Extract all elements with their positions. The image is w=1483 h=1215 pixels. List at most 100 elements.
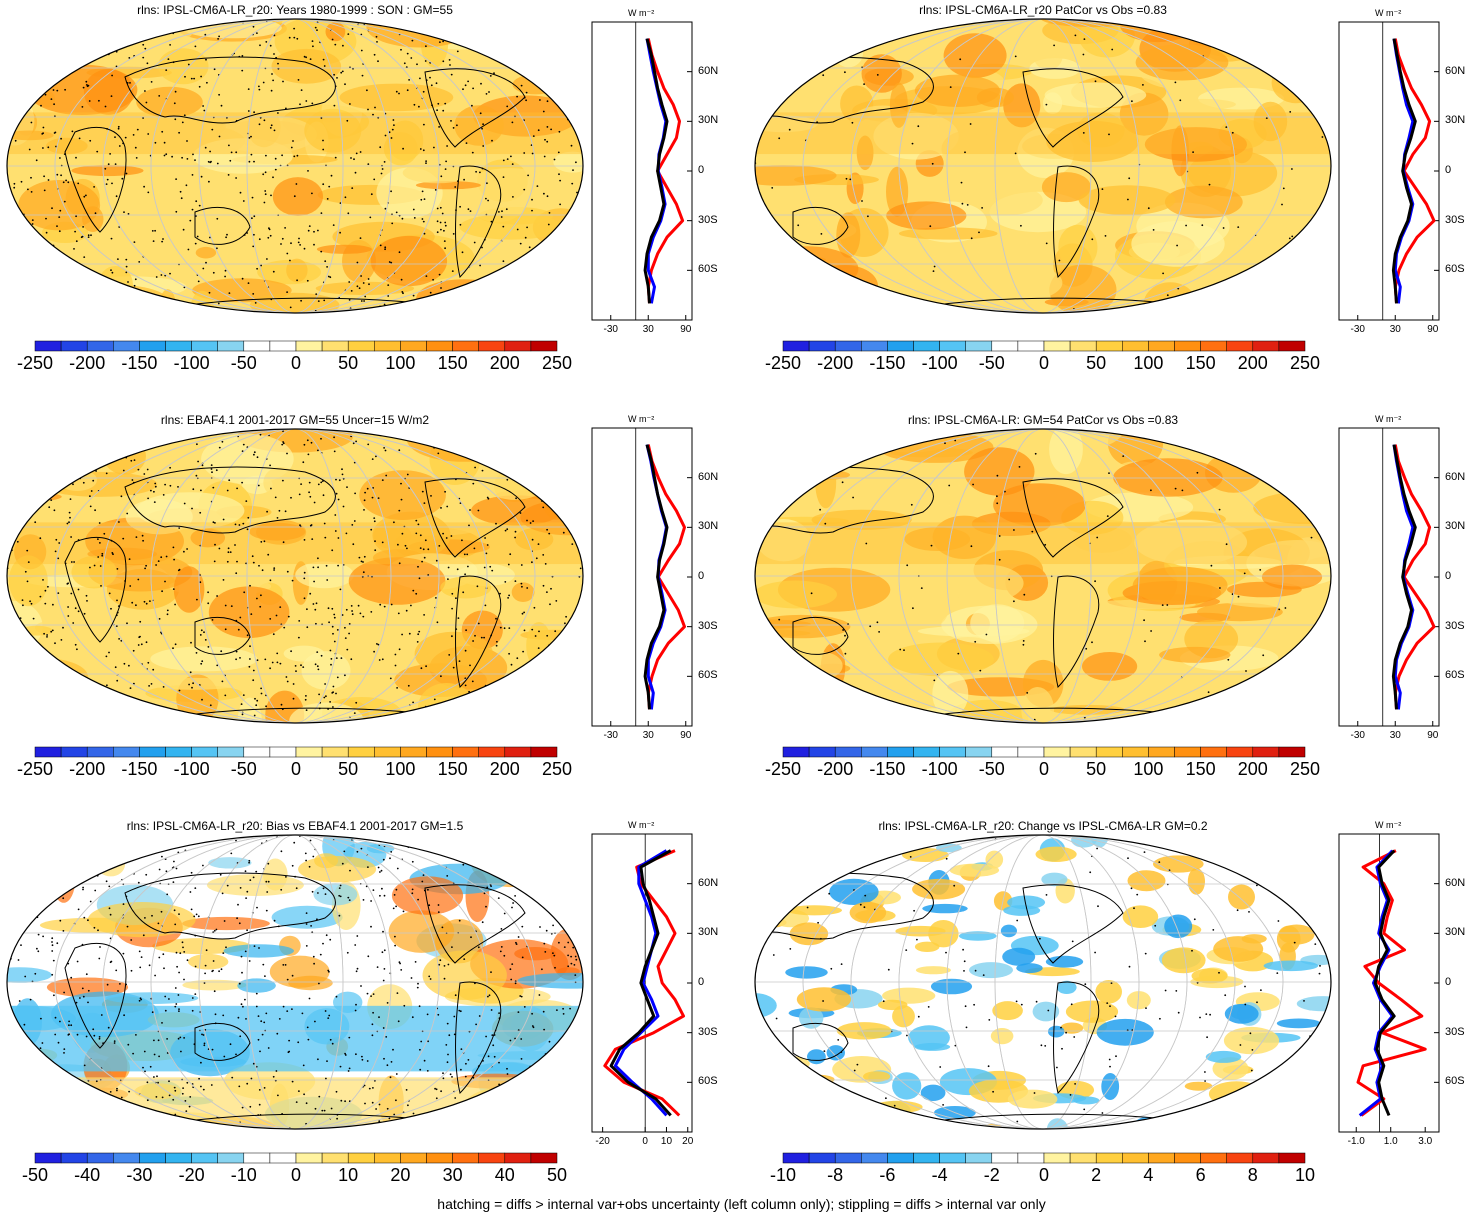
map-panel-1 [6,18,584,314]
profile-lat-label: 60N [698,64,719,77]
profile-x-tick: 90 [1427,730,1439,741]
colorbar-tick-label: 150 [1185,759,1216,779]
profile-unit-label: W m⁻² [628,8,655,18]
colorbar-swatch [1252,340,1280,352]
colorbar-tick-label: -50 [21,1165,49,1185]
colorbar-swatch [165,340,192,352]
colorbar-swatch [191,746,218,758]
colorbar-tick-label: -200 [817,353,854,373]
profile-line-third [603,849,685,1117]
colorbar-swatch [1148,340,1175,352]
colorbar-tick-label: -10 [769,1165,797,1185]
profile-x-tick: -30 [603,324,618,335]
colorbar-tick-label: 250 [541,353,573,373]
profile-x-tick: -1.0 [1347,1136,1365,1147]
colorbar-swatch [504,1152,532,1164]
zonal-profile-5 [591,833,693,1133]
profile-lat-label: 0 [1445,976,1452,988]
colorbar-tick-label: 100 [385,353,416,373]
colorbar-swatch [243,746,271,758]
colorbar-swatch [217,1152,245,1164]
profile-lat-label: 30N [1445,926,1466,939]
colorbar-swatch [34,746,62,758]
colorbar-tick-label: -150 [869,353,906,373]
zonal-profile-6 [1338,833,1440,1133]
colorbar-tick-label: 150 [437,759,468,779]
colorbar-tick-label: 0 [290,759,302,779]
colorbar-tick-label: 50 [338,759,359,779]
colorbar-tick-label: 0 [290,353,302,373]
profile-x-tick: 30 [1389,324,1401,335]
map-title-3: rlns: EBAF4.1 2001-2017 GM=55 Uncer=15 W… [160,413,430,427]
colorbar-swatch [1043,1152,1071,1164]
colorbar-swatch [374,1152,401,1164]
colorbar-tick-label: 150 [437,353,468,373]
colorbar-tick-label: 0 [290,1165,302,1185]
profile-x-tick: 0 [642,1136,648,1147]
colorbar-swatch [400,1152,427,1164]
colorbar-swatch [426,340,453,352]
colorbar-swatch [808,340,836,352]
map-title-4: rlns: IPSL-CM6A-LR: GM=54 PatCor vs Obs … [907,413,1179,427]
colorbar-swatch [782,1152,810,1164]
colorbar-swatch [139,746,166,758]
colorbar-4 [782,746,1306,758]
colorbar-swatch [1252,746,1280,758]
profile-line-model [643,444,669,710]
colorbar-swatch [1174,340,1201,352]
colorbar-swatch [243,340,271,352]
profile-x-tick: 3.0 [1418,1136,1433,1147]
colorbar-swatch [269,746,297,758]
profile-x-tick: 30 [642,730,654,741]
colorbar-swatch [1148,1152,1175,1164]
colorbar-swatch [1148,746,1175,758]
profile-lat-label: 30N [1445,520,1466,533]
profile-lat-label: 30S [698,1025,718,1038]
profile-lat-label: 60S [1445,669,1465,682]
profile-lat-label: 60N [1445,64,1466,77]
profile-lat-label: 30S [698,213,718,226]
profile-lat-label: 30S [1445,1025,1465,1038]
colorbar-swatch [1252,1152,1280,1164]
colorbar-swatch [530,340,558,352]
profile-unit-label: W m⁻² [1375,414,1402,424]
profile-lat-label: 0 [1445,164,1452,176]
colorbar-swatch [1069,340,1097,352]
profile-lat-label: 60N [1445,876,1466,889]
colorbar-swatch [1122,746,1149,758]
profile-lat-label: 30N [1445,114,1466,127]
colorbar-tick-label: 10 [338,1165,359,1185]
colorbar-swatch [191,340,218,352]
colorbar-tick-label: -40 [74,1165,101,1185]
colorbar-swatch [991,1152,1019,1164]
profile-lat-label: 60S [698,669,718,682]
colorbar-tick-label: -50 [230,759,257,779]
profile-lat-label: 0 [698,570,705,582]
colorbar-swatch [113,340,140,352]
colorbar-tick-label: 50 [546,1165,568,1185]
colorbar-swatch [374,746,401,758]
profile-lat-label: 30N [698,926,719,939]
colorbar-swatch [887,340,914,352]
colorbar-tick-label: -150 [121,353,158,373]
profile-unit-label: W m⁻² [1375,8,1402,18]
colorbar-swatch [1069,1152,1097,1164]
profile-line-model [1391,444,1417,710]
profile-lat-label: 30S [1445,619,1465,632]
colorbar-tick-label: -50 [230,353,257,373]
colorbar-swatch [34,1152,62,1164]
colorbar-swatch [86,340,114,352]
profile-lat-label: 30S [698,619,718,632]
colorbar-tick-label: -100 [921,353,958,373]
colorbar-tick-label: -100 [173,759,210,779]
profile-line-third [646,444,686,710]
colorbar-2 [782,340,1306,352]
colorbar-tick-label: 4 [1143,1165,1154,1185]
profile-x-tick: 10 [660,1136,673,1147]
colorbar-tick-label: 6 [1195,1165,1206,1185]
colorbar-tick-label: 20 [390,1165,411,1185]
profile-lat-label: 60S [1445,1075,1465,1088]
colorbar-swatch [1017,340,1045,352]
profile-line-model [609,849,672,1117]
colorbar-swatch [269,1152,297,1164]
